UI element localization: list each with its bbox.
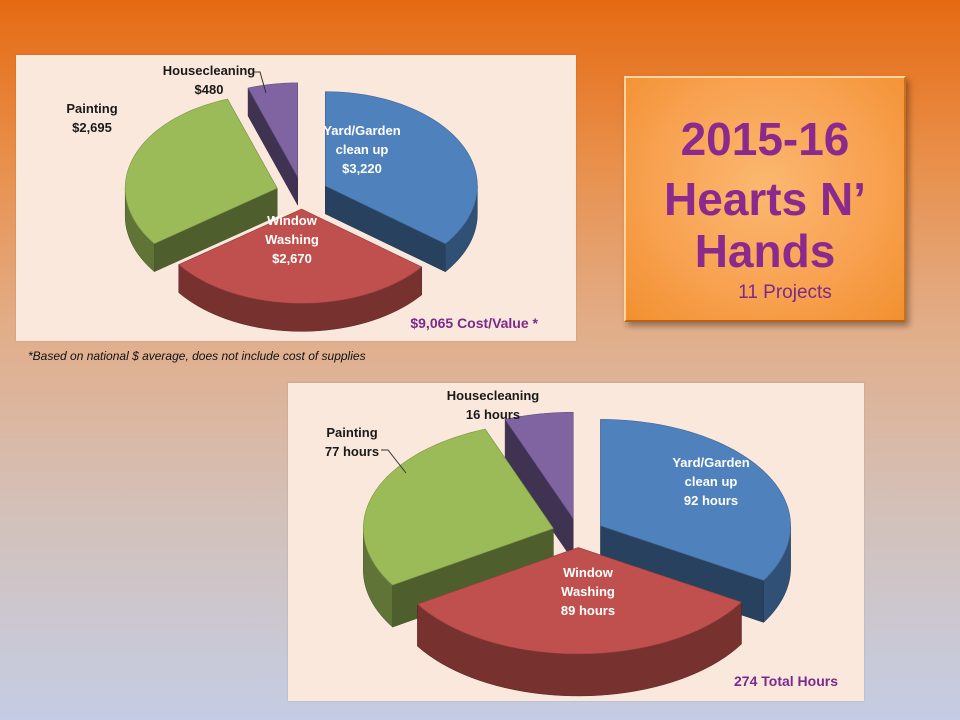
title-year: 2015-16 — [680, 113, 850, 165]
cost-painting-label: Painting $2,695 — [66, 101, 117, 135]
cost-total-label: $9,065 Cost/Value * — [410, 315, 538, 331]
cost-housecleaning-label: Housecleaning $480 — [163, 63, 256, 97]
hours-window-washing-slice — [416, 547, 742, 655]
hours-painting-label: Painting 77 hours — [325, 425, 379, 459]
hours-housecleaning-slice — [504, 411, 574, 520]
cost-yard-garden-slice — [325, 91, 478, 245]
hours-yard-garden-slice — [600, 419, 791, 581]
cost-window-washing-label: Window Washing $2,670 — [265, 213, 319, 266]
hours-painting-slice — [363, 428, 554, 586]
projects-count: 11 Projects — [738, 282, 832, 303]
hours-housecleaning-label: Housecleaning 16 hours — [447, 388, 540, 422]
title-box: 2015-16 Hearts N’ Hands 11 Projects — [624, 76, 906, 322]
hours-total-label: 274 Total Hours — [734, 673, 838, 689]
hours-chart-panel: Yard/Garden clean up 92 hours Window Washing… — [288, 383, 864, 701]
cost-yard-garden-label: Yard/Garden clean up $3,220 — [323, 123, 400, 176]
cost-housecleaning-slice — [247, 82, 298, 179]
title-line-3: Hands — [694, 225, 836, 277]
hours-housecleaning-leader — [381, 449, 407, 474]
title-line-2: Hearts N’ — [664, 173, 866, 225]
cost-painting-slice — [124, 98, 278, 245]
cost-chart-panel: Yard/Garden clean up $3,220 Window Washing $2… — [16, 55, 576, 341]
footnote: *Based on national $ average, does not i… — [28, 349, 366, 363]
cost-housecleaning-leader — [254, 71, 267, 94]
cost-window-washing-slice — [178, 208, 423, 304]
hours-pie-chart: Yard/Garden clean up 92 hours Window Washing… — [325, 388, 791, 697]
hours-yard-garden-label: Yard/Garden clean up 92 hours — [672, 455, 749, 508]
hours-window-washing-label: Window Washing 89 hours — [561, 565, 615, 618]
